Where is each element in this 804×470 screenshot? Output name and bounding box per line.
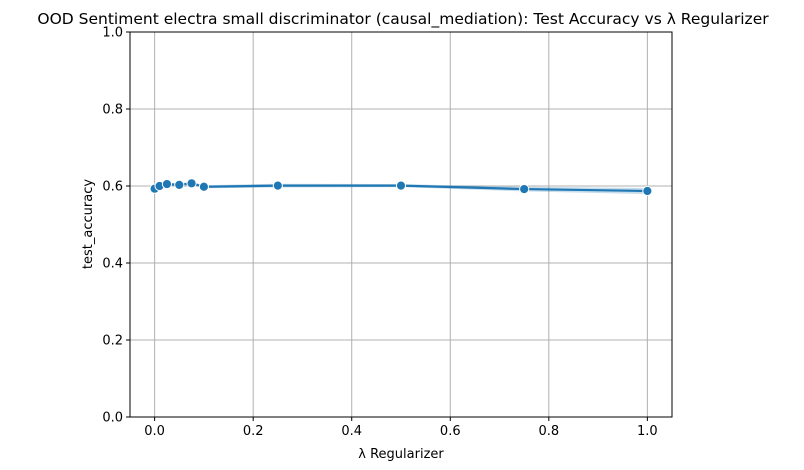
data-point [161, 178, 173, 190]
data-point [186, 178, 197, 189]
x-tick-label: 0.4 [341, 424, 362, 439]
x-axis-label: λ Regularizer [358, 447, 444, 462]
plot-frame [129, 31, 673, 418]
y-tick-label: 0.8 [102, 103, 123, 118]
data-point [395, 180, 407, 191]
data-point [198, 181, 210, 192]
data-points [149, 178, 653, 197]
data-point [519, 183, 530, 195]
x-tick-label: 0.2 [243, 424, 264, 439]
y-tick-label: 0.4 [102, 257, 123, 272]
y-tick-label: 0.0 [102, 411, 123, 426]
x-tick-label: 1.0 [637, 424, 658, 439]
y-tick-label: 0.6 [102, 180, 123, 195]
data-point [642, 185, 653, 197]
x-tick-label: 0.6 [440, 424, 461, 439]
y-tick-label: 1.0 [102, 26, 123, 41]
y-axis-label: test_accuracy [81, 179, 96, 269]
x-tick-label: 0.0 [144, 424, 165, 439]
y-tick-label: 0.2 [102, 334, 123, 349]
x-tick-label: 0.8 [538, 424, 559, 439]
data-point [174, 179, 185, 190]
y-axis-ticks: 0.0 0.2 0.4 0.6 0.8 1.0 [102, 26, 130, 426]
data-point [272, 180, 283, 191]
x-axis-ticks: 0.0 0.2 0.4 0.6 0.8 1.0 [144, 417, 658, 439]
chart-title: OOD Sentiment electra small discriminato… [37, 10, 769, 29]
